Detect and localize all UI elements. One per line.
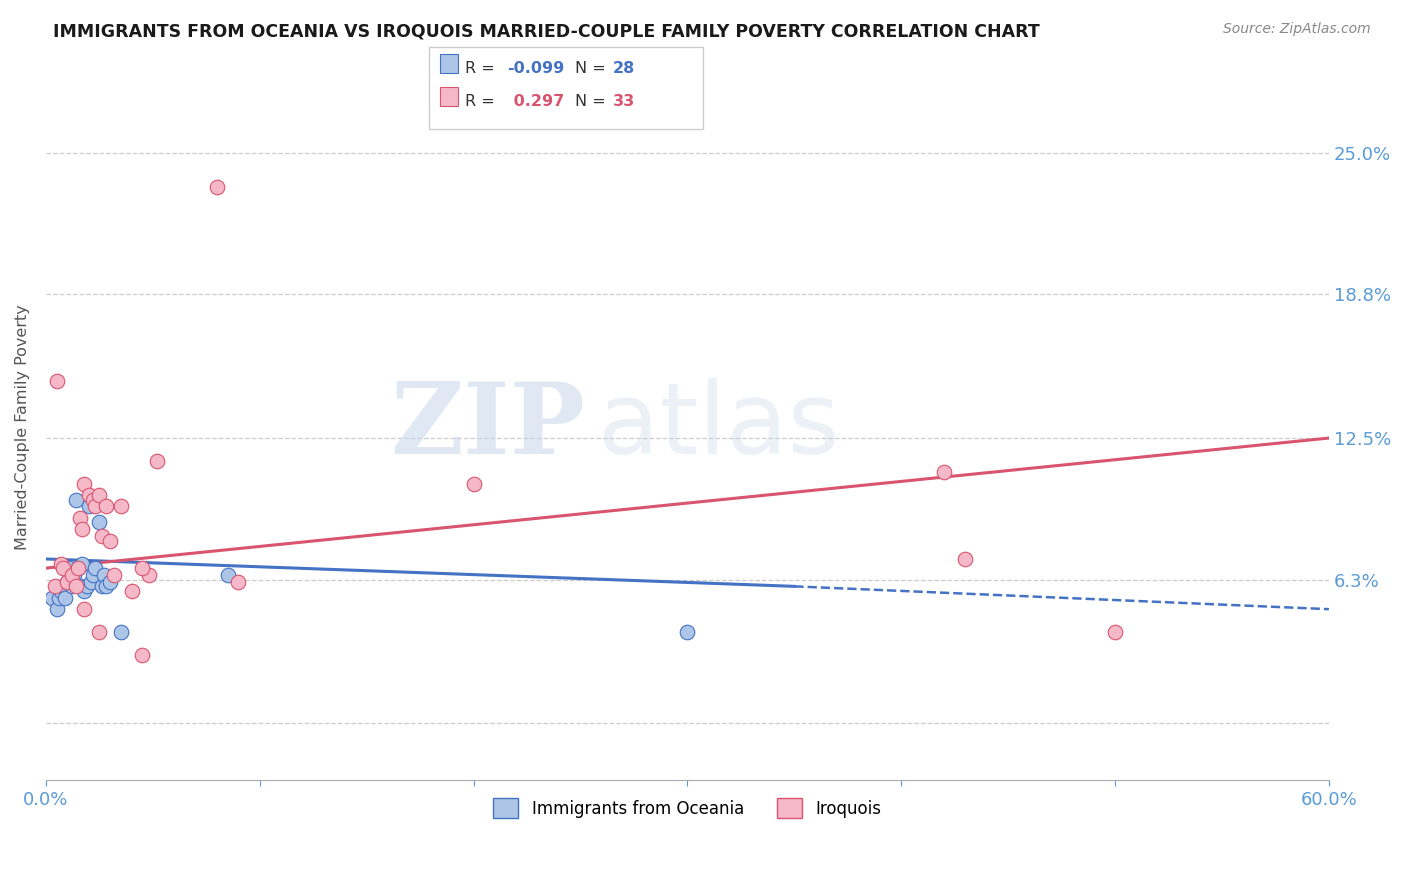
Point [110,625,132,640]
Point [131,648,153,662]
Point [84,561,107,575]
Legend: Immigrants from Oceania, Iroquois: Immigrants from Oceania, Iroquois [486,791,889,825]
Point [90,579,112,593]
Point [69,511,91,525]
Point [121,583,143,598]
Point [76,579,98,593]
Point [48,591,70,605]
Text: IMMIGRANTS FROM OCEANIA VS IROQUOIS MARRIED-COUPLE FAMILY POVERTY CORRELATION CH: IMMIGRANTS FROM OCEANIA VS IROQUOIS MARR… [53,22,1040,40]
Point [77,488,100,502]
Point [67,561,90,575]
Point [82,492,104,507]
Point [146,454,169,468]
Point [60,568,83,582]
Point [82,568,104,582]
Point [676,625,699,640]
Point [41,591,63,605]
Text: 33: 33 [613,94,636,109]
Point [98,533,121,548]
Point [228,574,250,589]
Point [73,583,96,598]
Point [65,579,87,593]
Point [77,500,100,514]
Point [67,561,90,575]
Point [131,561,153,575]
Point [110,500,132,514]
Point [72,557,94,571]
Point [62,568,84,582]
Point [98,574,121,589]
Point [1104,625,1126,640]
Text: 28: 28 [613,61,636,76]
Point [89,488,111,502]
Point [60,579,83,593]
Point [90,529,112,543]
Point [44,579,66,593]
Point [58,561,80,575]
Point [89,516,111,530]
Point [52,561,75,575]
Text: ZIP: ZIP [389,378,585,475]
Point [217,568,239,582]
Text: R =: R = [465,61,501,76]
Point [72,522,94,536]
Point [463,476,485,491]
Point [56,574,79,589]
Point [94,579,117,593]
Point [69,579,91,593]
Text: N =: N = [575,94,612,109]
Point [65,492,87,507]
Text: -0.099: -0.099 [508,61,565,76]
Text: R =: R = [465,94,501,109]
Point [45,602,67,616]
Point [56,574,79,589]
Point [93,568,115,582]
Point [80,574,103,589]
Point [94,500,117,514]
Point [205,180,228,194]
Point [84,500,107,514]
Point [955,552,977,566]
Y-axis label: Married-Couple Family Poverty: Married-Couple Family Poverty [15,304,30,549]
Point [73,602,96,616]
Point [49,557,72,571]
Point [89,625,111,640]
Point [49,583,72,598]
Text: Source: ZipAtlas.com: Source: ZipAtlas.com [1223,22,1371,37]
Point [45,374,67,388]
Text: N =: N = [575,61,612,76]
Point [73,476,96,491]
Text: 0.297: 0.297 [508,94,564,109]
Point [53,591,76,605]
Point [138,568,160,582]
Text: atlas: atlas [598,378,839,475]
Point [932,465,955,479]
Point [103,568,125,582]
Point [52,579,75,593]
